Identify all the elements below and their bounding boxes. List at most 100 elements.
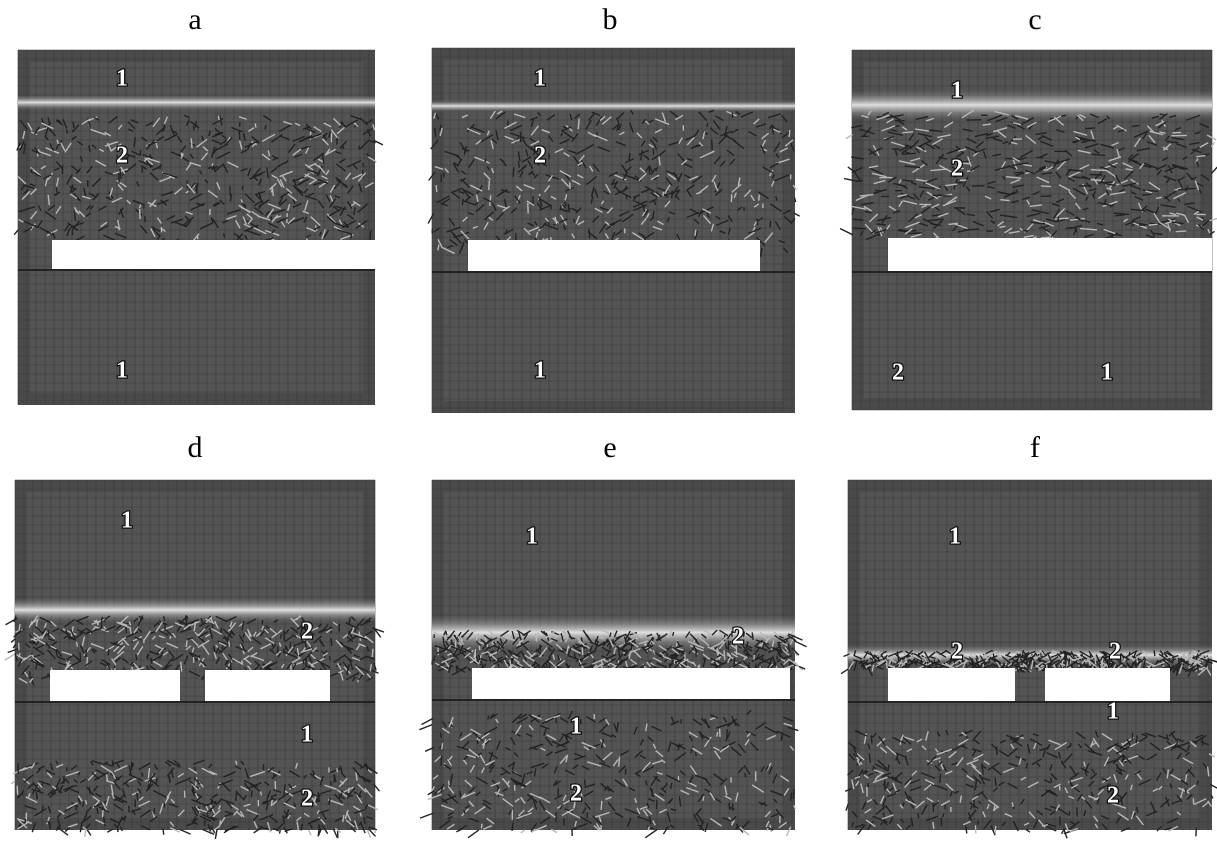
vector — [220, 820, 221, 824]
zone-label: 1 — [1107, 699, 1119, 725]
vector — [154, 808, 155, 814]
vector — [597, 132, 598, 139]
vector — [446, 631, 447, 635]
vector — [626, 196, 627, 200]
zone-label: 2 — [1109, 639, 1121, 665]
vector — [331, 638, 332, 646]
vector — [164, 125, 165, 132]
vector — [364, 817, 365, 824]
vector — [1085, 128, 1094, 129]
vector — [564, 225, 565, 229]
vector — [460, 791, 461, 797]
vector — [108, 649, 109, 655]
vector — [995, 778, 996, 786]
vector — [605, 787, 606, 791]
slot — [888, 238, 1212, 272]
vector — [918, 813, 919, 818]
vector — [1070, 743, 1071, 747]
light-band — [15, 598, 375, 622]
vector — [1089, 174, 1102, 175]
vector — [419, 725, 432, 730]
vector — [712, 140, 713, 150]
vector — [334, 775, 335, 783]
light-band — [18, 95, 375, 110]
vector — [440, 125, 441, 132]
vector — [163, 828, 164, 835]
vector — [695, 230, 696, 236]
vector — [886, 659, 887, 668]
zone-label: 2 — [534, 143, 546, 169]
vector — [186, 640, 187, 647]
vector — [37, 795, 38, 799]
panel: e1212 — [419, 431, 806, 838]
vector — [236, 791, 237, 801]
vector — [696, 752, 697, 756]
vector — [840, 229, 853, 235]
zone-label: 2 — [732, 624, 744, 650]
vector — [449, 781, 450, 786]
vector — [477, 740, 478, 744]
zone-label: 1 — [949, 524, 961, 550]
vector — [195, 121, 196, 128]
vector — [230, 186, 231, 196]
vector — [724, 650, 725, 660]
vector — [280, 634, 281, 638]
vector — [619, 757, 620, 767]
vector — [1069, 811, 1070, 815]
vector — [717, 732, 718, 737]
vector — [436, 185, 437, 192]
vector — [853, 219, 863, 220]
panel: b121 — [428, 3, 800, 413]
vector — [351, 234, 352, 238]
slot — [52, 240, 375, 270]
vector — [1041, 186, 1051, 187]
vector — [370, 230, 371, 240]
vector — [215, 828, 217, 838]
panel: a121 — [14, 3, 383, 405]
vector — [191, 138, 192, 148]
vector — [349, 788, 350, 793]
vector — [902, 132, 913, 133]
vector — [1132, 733, 1133, 741]
zone-label: 1 — [570, 714, 582, 740]
vector — [441, 733, 442, 738]
vector — [140, 209, 141, 219]
vector — [242, 186, 243, 190]
slot — [888, 668, 1015, 702]
panel-title: a — [188, 3, 201, 36]
vector — [777, 656, 778, 660]
panel: f12212 — [841, 431, 1217, 838]
vector — [441, 755, 442, 766]
zone-label: 2 — [951, 156, 963, 182]
slot — [472, 668, 790, 700]
zone-label: 2 — [570, 781, 582, 807]
vector — [975, 825, 976, 833]
vector — [79, 772, 80, 776]
vector — [707, 123, 708, 127]
vector — [271, 800, 272, 806]
vector — [789, 130, 790, 137]
vector — [1196, 827, 1197, 836]
vector — [77, 642, 78, 647]
zone-label: 1 — [1101, 360, 1113, 386]
zone-label: 2 — [892, 360, 904, 386]
vector — [574, 653, 575, 659]
vector — [1098, 182, 1115, 183]
vector — [5, 654, 16, 661]
vector — [933, 822, 934, 829]
vector — [645, 830, 657, 838]
zone-label: 1 — [534, 66, 546, 92]
panel: d1212 — [5, 431, 384, 839]
vector — [488, 716, 489, 720]
vector — [745, 773, 746, 777]
zone-label: 1 — [116, 66, 128, 92]
vector — [462, 199, 463, 206]
zone-label: 2 — [301, 786, 313, 812]
vector — [569, 204, 570, 213]
vector — [903, 802, 904, 806]
vector — [151, 658, 152, 664]
vector — [734, 658, 735, 665]
vector — [933, 195, 951, 196]
vector — [853, 228, 866, 229]
vector — [370, 664, 371, 671]
